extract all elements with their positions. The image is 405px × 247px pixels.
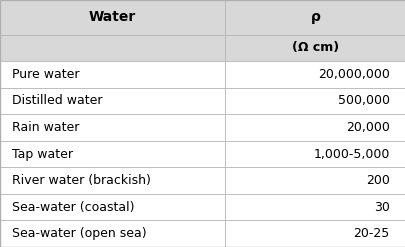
Bar — [225, 35, 405, 61]
Bar — [225, 0, 405, 35]
Text: 20,000,000: 20,000,000 — [317, 68, 389, 81]
Text: 30: 30 — [373, 201, 389, 214]
Bar — [0, 88, 225, 114]
Text: Pure water: Pure water — [12, 68, 79, 81]
Text: (Ω cm): (Ω cm) — [291, 41, 339, 54]
Bar — [0, 114, 225, 141]
Text: 1,000-5,000: 1,000-5,000 — [313, 147, 389, 161]
Bar — [0, 0, 225, 35]
Bar — [225, 167, 405, 194]
Bar — [0, 35, 225, 61]
Bar — [225, 88, 405, 114]
Text: 20,000: 20,000 — [345, 121, 389, 134]
Bar — [0, 220, 225, 247]
Text: Sea-water (open sea): Sea-water (open sea) — [12, 227, 147, 240]
Bar — [225, 194, 405, 220]
Bar — [0, 194, 225, 220]
Text: Tap water: Tap water — [12, 147, 73, 161]
Text: Sea-water (coastal): Sea-water (coastal) — [12, 201, 134, 214]
Bar — [0, 167, 225, 194]
Text: ρ: ρ — [310, 10, 320, 24]
Text: 20-25: 20-25 — [353, 227, 389, 240]
Bar — [225, 220, 405, 247]
Bar — [0, 141, 225, 167]
Text: Water: Water — [89, 10, 136, 24]
Text: Distilled water: Distilled water — [12, 94, 102, 107]
Bar — [225, 61, 405, 88]
Bar — [225, 141, 405, 167]
Bar — [0, 61, 225, 88]
Bar — [225, 114, 405, 141]
Text: 200: 200 — [365, 174, 389, 187]
Text: River water (brackish): River water (brackish) — [12, 174, 151, 187]
Text: Rain water: Rain water — [12, 121, 79, 134]
Text: 500,000: 500,000 — [337, 94, 389, 107]
